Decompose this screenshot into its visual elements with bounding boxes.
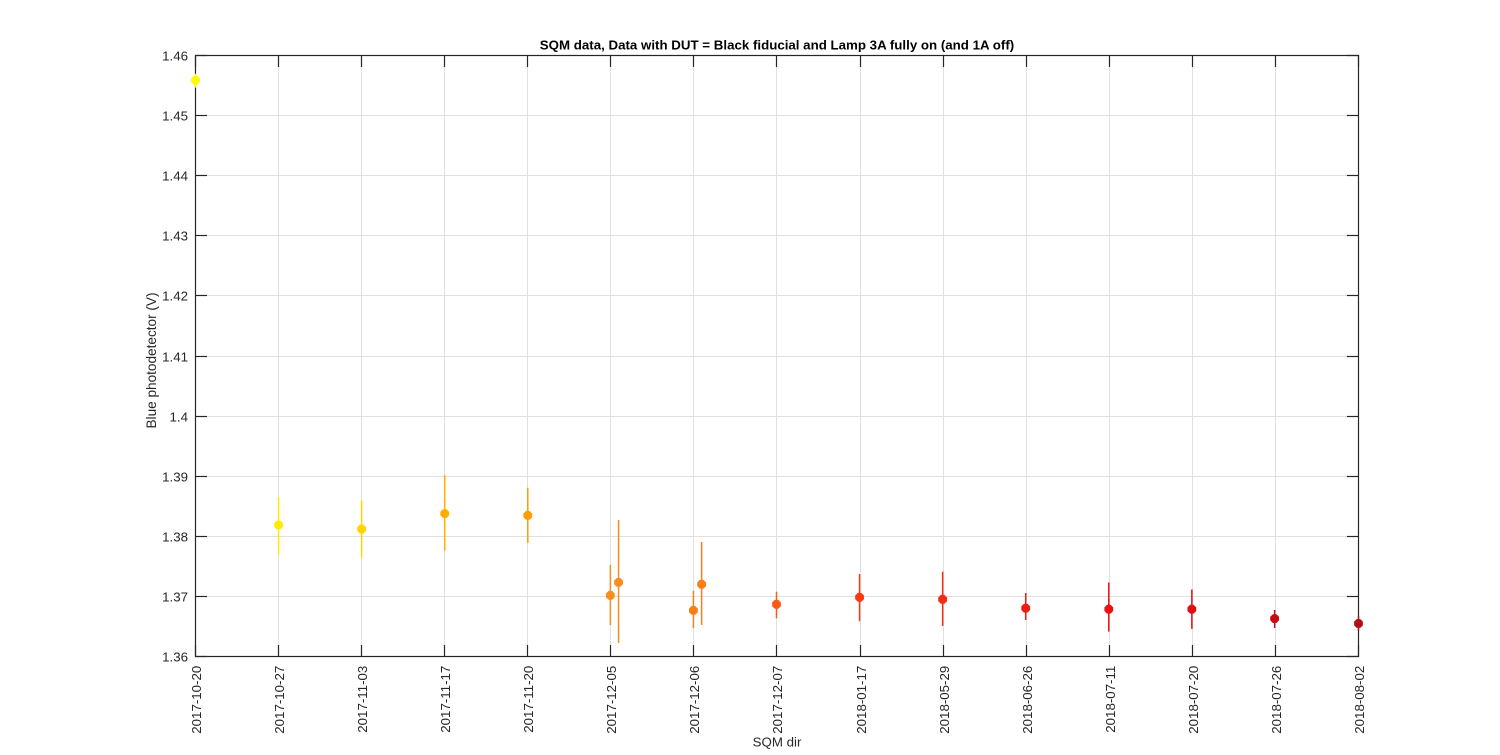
- svg-text:1.37: 1.37: [162, 589, 188, 604]
- svg-text:2017-12-07: 2017-12-07: [770, 666, 785, 734]
- svg-text:1.38: 1.38: [162, 529, 188, 544]
- svg-text:2018-07-11: 2018-07-11: [1103, 666, 1118, 733]
- svg-text:1.41: 1.41: [162, 349, 188, 364]
- svg-text:2018-01-17: 2018-01-17: [854, 666, 869, 734]
- svg-text:2018-05-29: 2018-05-29: [937, 666, 952, 734]
- svg-text:2017-11-03: 2017-11-03: [355, 666, 370, 733]
- svg-text:1.42: 1.42: [162, 288, 188, 303]
- svg-text:2017-12-06: 2017-12-06: [687, 666, 702, 734]
- svg-text:2017-11-17: 2017-11-17: [438, 666, 453, 733]
- svg-text:2018-06-26: 2018-06-26: [1020, 666, 1035, 734]
- svg-text:1.44: 1.44: [162, 168, 188, 183]
- svg-text:Blue photodetector (V): Blue photodetector (V): [144, 292, 159, 428]
- svg-text:2018-07-20: 2018-07-20: [1186, 666, 1201, 734]
- svg-text:SQM dir: SQM dir: [753, 735, 802, 750]
- svg-text:2017-10-27: 2017-10-27: [272, 666, 287, 734]
- svg-text:1.39: 1.39: [162, 469, 188, 484]
- svg-text:2017-11-20: 2017-11-20: [521, 666, 536, 733]
- svg-text:2018-07-26: 2018-07-26: [1269, 666, 1284, 734]
- svg-text:2018-08-02: 2018-08-02: [1352, 666, 1367, 734]
- svg-text:1.43: 1.43: [162, 228, 188, 243]
- svg-text:2017-10-20: 2017-10-20: [189, 666, 204, 734]
- svg-text:2017-12-05: 2017-12-05: [604, 666, 619, 734]
- svg-text:1.36: 1.36: [162, 649, 188, 664]
- svg-text:1.4: 1.4: [170, 409, 189, 424]
- svg-text:1.45: 1.45: [162, 108, 188, 123]
- svg-text:1.46: 1.46: [162, 48, 188, 63]
- svg-text:SQM data, Data with DUT = Blac: SQM data, Data with DUT = Black fiducial…: [540, 38, 1014, 53]
